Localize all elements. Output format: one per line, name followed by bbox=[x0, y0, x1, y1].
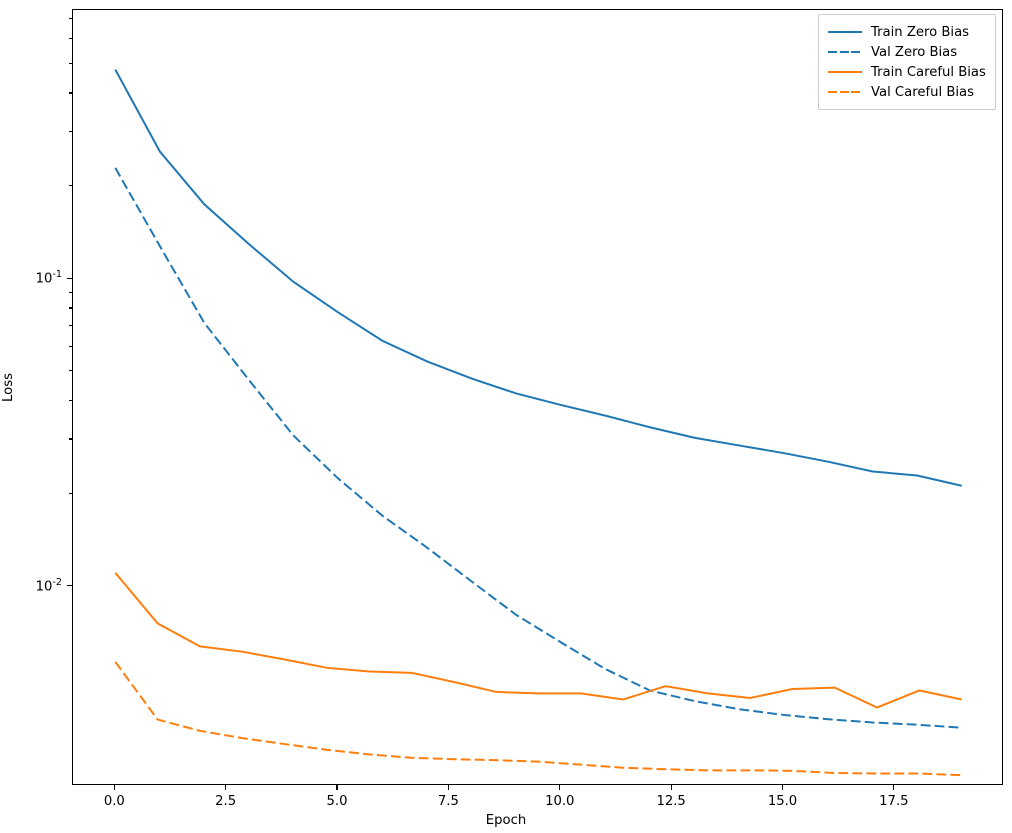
legend-label: Val Careful Bias bbox=[871, 84, 974, 100]
legend-label: Val Zero Bias bbox=[871, 44, 958, 60]
legend-label: Train Careful Bias bbox=[871, 64, 986, 80]
legend-item[interactable]: Train Zero Bias bbox=[828, 22, 986, 42]
x-tick-label: 12.5 bbox=[656, 794, 686, 809]
y-tick-minor bbox=[69, 438, 72, 440]
y-tick-minor bbox=[69, 92, 72, 94]
chart-lines bbox=[114, 69, 962, 777]
legend-swatch-icon bbox=[828, 65, 862, 79]
y-tick-minor bbox=[69, 400, 72, 402]
x-axis-label: Epoch bbox=[485, 813, 527, 828]
series-line bbox=[114, 69, 962, 487]
series-line bbox=[114, 167, 962, 729]
y-axis-label: Loss bbox=[0, 373, 16, 402]
plot-area bbox=[72, 9, 1003, 785]
x-tick-major bbox=[670, 785, 672, 790]
y-tick-minor bbox=[69, 492, 72, 494]
legend-label: Train Zero Bias bbox=[871, 24, 970, 40]
series-line bbox=[114, 572, 962, 709]
y-tick-minor bbox=[69, 325, 72, 327]
x-tick-label: 2.5 bbox=[215, 794, 237, 809]
x-tick-label: 0.0 bbox=[103, 794, 125, 809]
y-tick-label: 10-1 bbox=[35, 269, 62, 287]
x-tick-label: 5.0 bbox=[326, 794, 348, 809]
y-tick-minor bbox=[69, 185, 72, 187]
legend-item[interactable]: Train Careful Bias bbox=[828, 62, 986, 82]
chart-legend: Train Zero Bias Val Zero Bias Train Carefu… bbox=[818, 14, 996, 110]
x-tick-major bbox=[113, 785, 115, 790]
x-tick-major bbox=[781, 785, 784, 790]
x-tick-label: 7.5 bbox=[437, 794, 459, 809]
y-tick-minor bbox=[69, 370, 72, 372]
y-tick-major bbox=[67, 277, 72, 279]
y-tick-minor bbox=[69, 130, 72, 132]
y-tick-minor bbox=[69, 307, 72, 309]
y-tick-minor bbox=[69, 291, 72, 293]
legend-item[interactable]: Val Careful Bias bbox=[828, 82, 986, 102]
x-tick-major bbox=[336, 785, 338, 790]
legend-item[interactable]: Val Zero Bias bbox=[828, 42, 986, 62]
x-tick-major bbox=[893, 785, 895, 790]
x-tick-label: 17.5 bbox=[879, 794, 909, 809]
legend-swatch-icon bbox=[828, 85, 862, 99]
y-tick-minor bbox=[69, 62, 72, 64]
legend-swatch-icon bbox=[828, 45, 862, 59]
series-line bbox=[114, 661, 962, 777]
y-tick-minor bbox=[69, 17, 72, 19]
x-tick-label: 15.0 bbox=[767, 794, 798, 809]
x-tick-major bbox=[559, 785, 561, 790]
y-tick-minor bbox=[69, 345, 72, 347]
x-tick-label: 10.0 bbox=[545, 794, 575, 809]
y-tick-minor bbox=[69, 38, 72, 40]
x-tick-major bbox=[225, 785, 227, 790]
legend-swatch-icon bbox=[828, 25, 862, 39]
y-tick-label: 10-2 bbox=[35, 576, 62, 595]
x-tick-major bbox=[447, 785, 449, 790]
y-tick-major bbox=[67, 585, 72, 587]
